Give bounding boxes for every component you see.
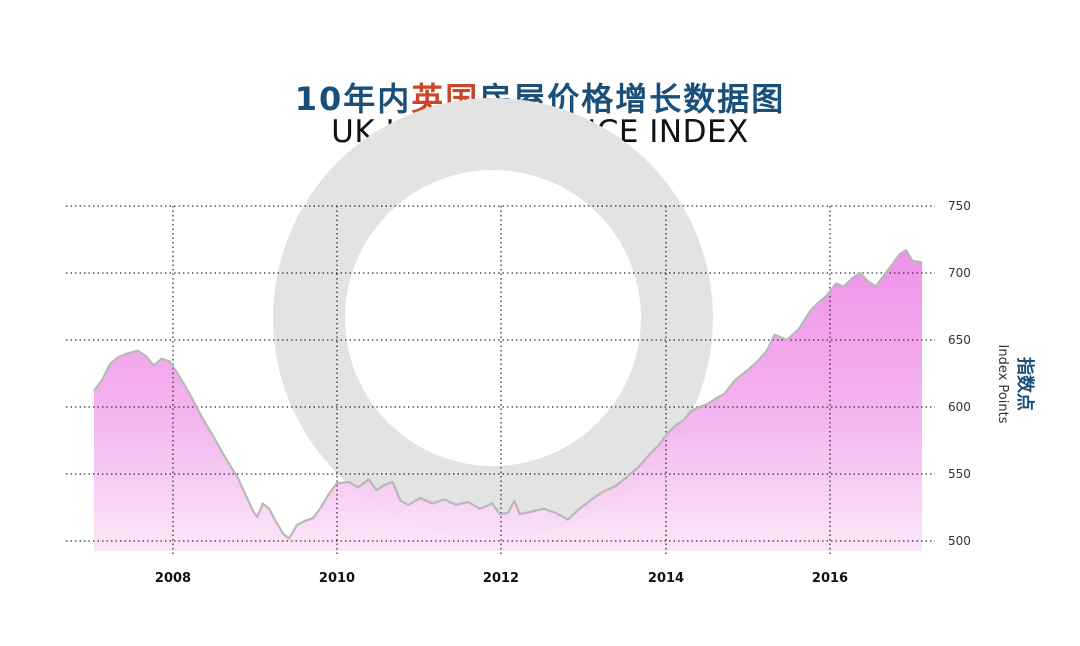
y-tick-label-700: 700: [948, 266, 971, 280]
y-axis-label-cn: 指数点: [1014, 357, 1036, 411]
x-tick-label-2016: 2016: [812, 571, 848, 586]
y-axis-label-en: Index Points: [995, 345, 1010, 424]
series-line: [93, 249, 923, 540]
y-tick-label-550: 550: [948, 467, 971, 481]
series-area: [94, 250, 922, 551]
chart-title-cn-part1: 10年内: [294, 80, 412, 118]
y-tick-label-750: 750: [948, 199, 971, 213]
x-tick-label-2012: 2012: [483, 571, 519, 586]
watermark-ring: [273, 98, 713, 538]
y-tick-label-500: 500: [948, 534, 971, 548]
y-tick-label-650: 650: [948, 333, 971, 347]
chart-title-cn: 10年内英国房屋价格增长数据图: [0, 74, 1080, 120]
x-tick-label-2010: 2010: [319, 571, 355, 586]
x-tick-label-2014: 2014: [648, 571, 684, 586]
y-tick-label-600: 600: [948, 400, 971, 414]
x-tick-label-2008: 2008: [155, 571, 191, 586]
